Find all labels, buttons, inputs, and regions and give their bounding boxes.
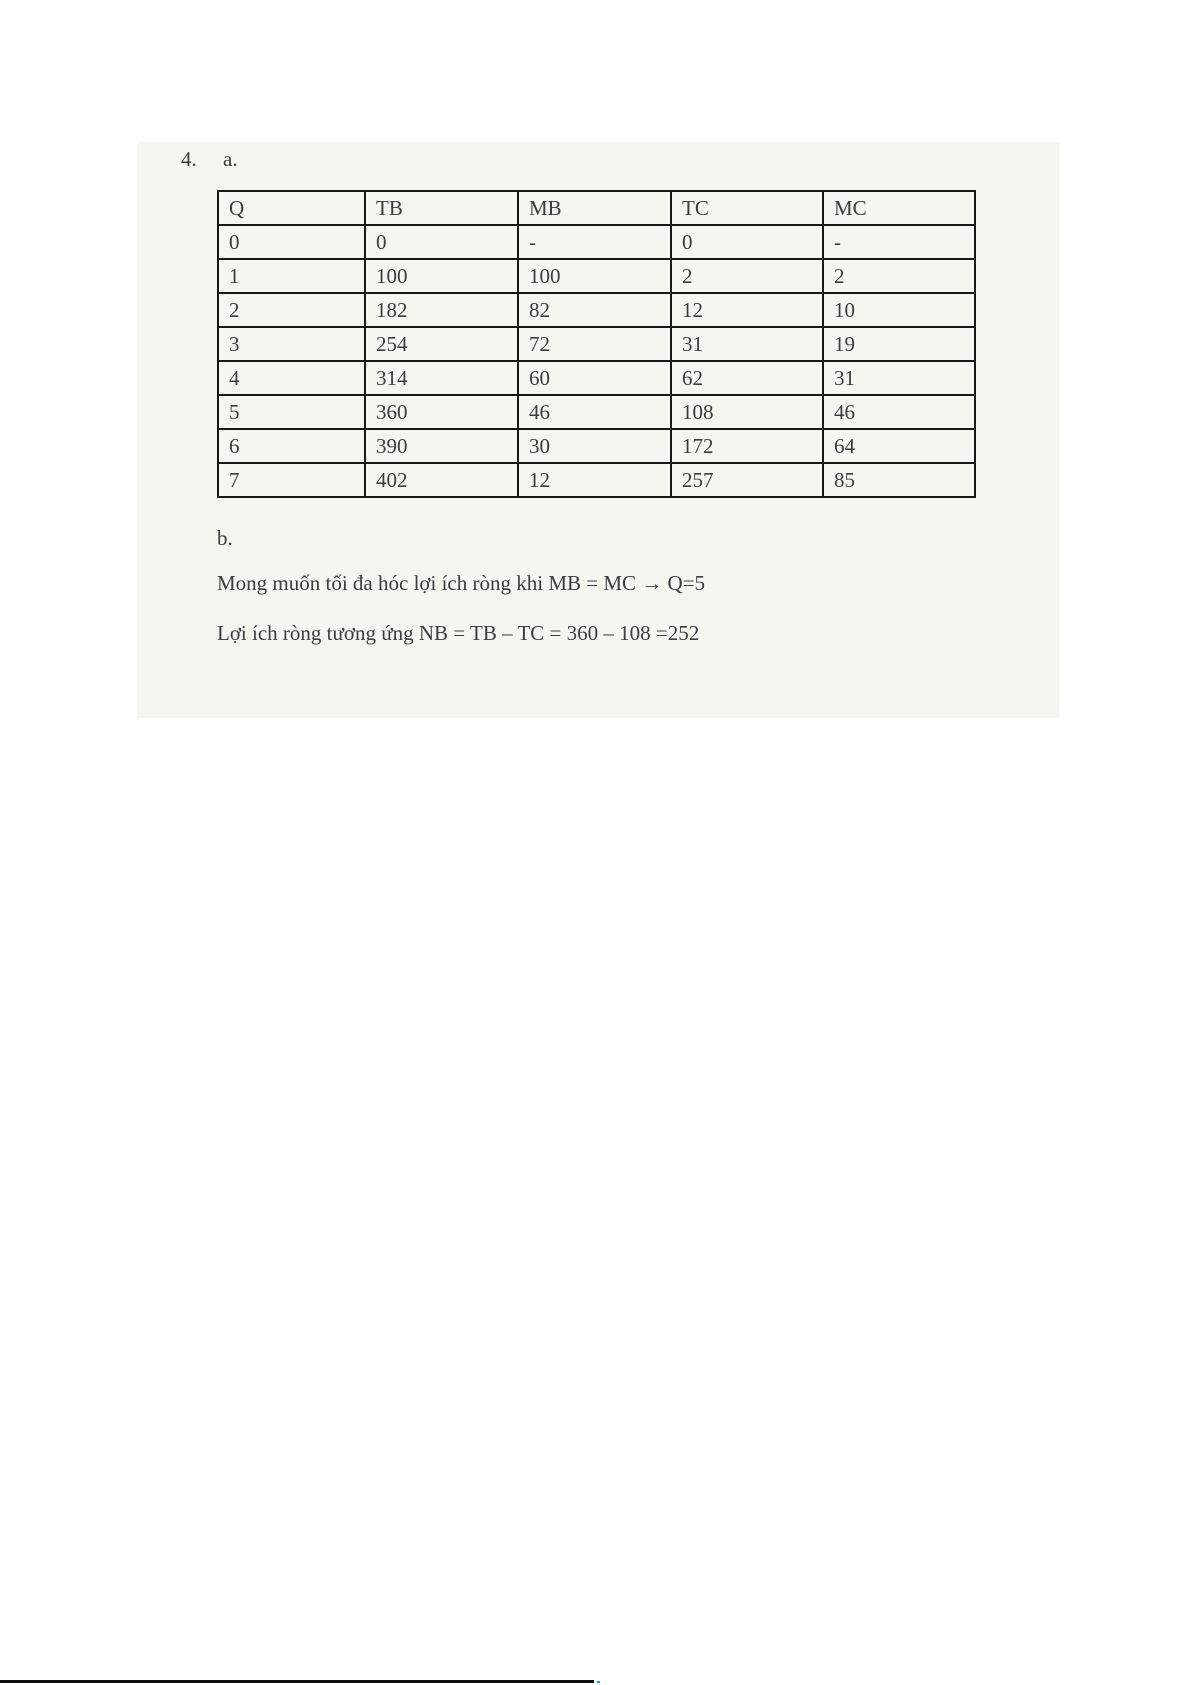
table-cell: 62 — [670, 360, 824, 396]
question-number: 4. — [181, 147, 197, 171]
table-cell: 2 — [822, 258, 976, 294]
table-header-cell: TC — [670, 190, 824, 226]
table-cell: 6 — [217, 428, 366, 464]
table-cell: 108 — [670, 394, 824, 430]
table-row: 5 360 46 108 46 — [217, 394, 976, 430]
table-cell: 2 — [217, 292, 366, 328]
table-cell: 360 — [364, 394, 519, 430]
table-cell: 100 — [517, 258, 672, 294]
table-cell: 72 — [517, 326, 672, 362]
table-cell: 0 — [670, 224, 824, 260]
table-header-row: Q TB MB TC MC — [217, 190, 976, 226]
table-cell: 19 — [822, 326, 976, 362]
table-cell: 82 — [517, 292, 672, 328]
table-cell: 3 — [217, 326, 366, 362]
table-cell: - — [517, 224, 672, 260]
part-a-label: a. — [223, 147, 238, 171]
table-cell: 257 — [670, 462, 824, 498]
table-cell: 46 — [517, 394, 672, 430]
bottom-progress-bar — [0, 1680, 594, 1683]
table-cell: 172 — [670, 428, 824, 464]
table-cell: 390 — [364, 428, 519, 464]
table-cell: 46 — [822, 394, 976, 430]
table-cell: - — [822, 224, 976, 260]
table-cell: 5 — [217, 394, 366, 430]
table-row: 7 402 12 257 85 — [217, 462, 976, 498]
table-cell: 31 — [670, 326, 824, 362]
table-row: 6 390 30 172 64 — [217, 428, 976, 464]
table-cell: 10 — [822, 292, 976, 328]
table-body: 0 0-0-1 100 100 2 2 2 182 82 12 10 3 254 72 31 19 4 314 60… — [217, 224, 976, 498]
table-cell: 30 — [517, 428, 672, 464]
table-header-cell: TB — [364, 190, 519, 226]
table-cell: 12 — [517, 462, 672, 498]
table-header-cell: MC — [822, 190, 976, 226]
table-header-cell: MB — [517, 190, 672, 226]
table-cell: 7 — [217, 462, 366, 498]
answer-line-max-net-benefit: Mong muốn tối đa hóc lợi ích ròng khi MB… — [217, 571, 706, 595]
table-cell: 64 — [822, 428, 976, 464]
table-cell: 0 — [364, 224, 519, 260]
table-cell: 402 — [364, 462, 519, 498]
question-header: 4. a. — [181, 147, 238, 171]
table-cell: 254 — [364, 326, 519, 362]
table-row: 2 182 82 12 10 — [217, 292, 976, 328]
answer-panel: 4. a. Q TB MB TC MC 0 0-0-1 100 100 2 2 2 182 82 12 10… — [137, 142, 1059, 718]
table-cell: 12 — [670, 292, 824, 328]
table-cell: 1 — [217, 258, 366, 294]
table-cell: 314 — [364, 360, 519, 396]
benefit-cost-table: Q TB MB TC MC 0 0-0-1 100 100 2 2 2 182 82 12 10 3 254 72… — [217, 190, 976, 498]
table-cell: 182 — [364, 292, 519, 328]
table-header-cell: Q — [217, 190, 366, 226]
table-row: 3 254 72 31 19 — [217, 326, 976, 362]
table-row: 1 100 100 2 2 — [217, 258, 976, 294]
answer-line-net-benefit-value: Lợi ích ròng tương ứng NB = TB – TC = 36… — [217, 621, 700, 645]
table-cell: 85 — [822, 462, 976, 498]
table-cell: 2 — [670, 258, 824, 294]
table-cell: 0 — [217, 224, 366, 260]
part-b-label: b. — [217, 526, 233, 550]
teal-accent-dot — [597, 1681, 600, 1683]
table-cell: 31 — [822, 360, 976, 396]
table-cell: 100 — [364, 258, 519, 294]
table-cell: 4 — [217, 360, 366, 396]
table-cell: 60 — [517, 360, 672, 396]
table-row: 4 314 60 62 31 — [217, 360, 976, 396]
